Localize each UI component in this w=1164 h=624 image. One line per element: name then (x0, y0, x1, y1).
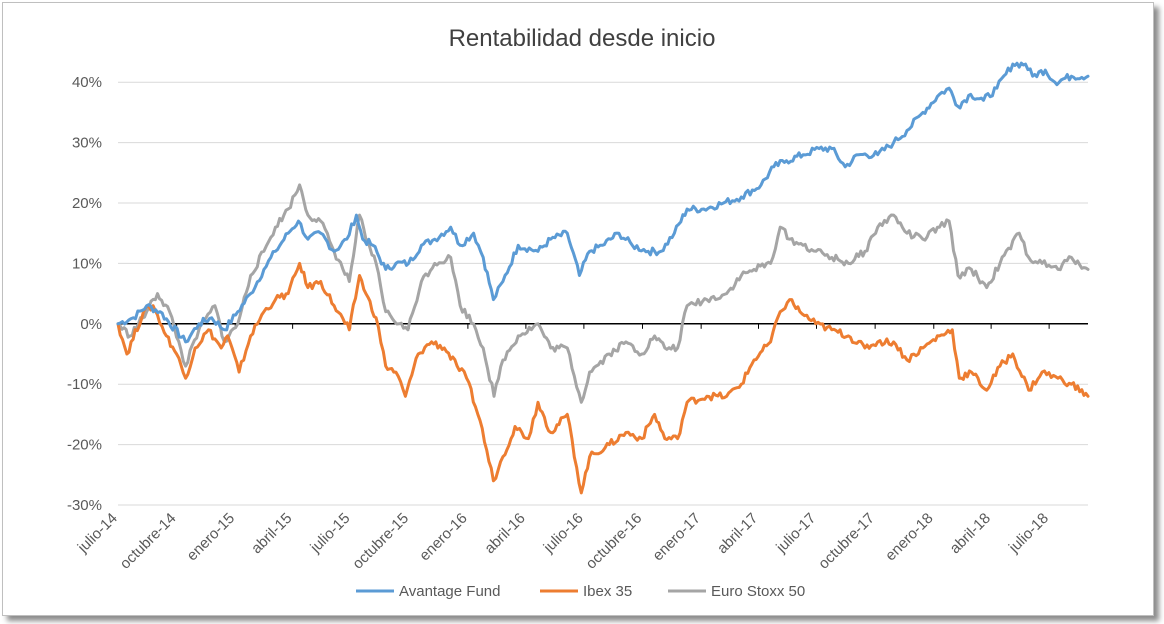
series-line-ibex-35 (116, 261, 1090, 495)
legend: Avantage Fund Ibex 35 Euro Stoxx 50 (356, 583, 805, 600)
x-tick-label: julio-17 (772, 510, 819, 557)
x-tick-label: octubre-16 (583, 510, 646, 573)
y-tick-label: 30% (72, 135, 102, 152)
legend-label: Euro Stoxx 50 (711, 583, 805, 600)
x-tick-label: enero-16 (416, 510, 470, 564)
x-tick-label: abril-16 (481, 510, 528, 557)
x-tick-label: octubre-14 (117, 510, 180, 573)
x-tick-label: abril-15 (248, 510, 295, 557)
y-tick-label: -20% (67, 437, 102, 454)
y-tick-label: 10% (72, 255, 102, 272)
legend-label: Ibex 35 (583, 583, 632, 600)
y-axis-tick-labels: 40% 30% 20% 10% 0% -10% -20% -30% (67, 74, 102, 514)
y-tick-label: 40% (72, 74, 102, 91)
series-line-euro-stoxx-50 (116, 183, 1090, 404)
x-tick-label: octubre-17 (815, 510, 878, 573)
x-tick-label: abril-18 (947, 510, 994, 557)
gridlines (118, 81, 1088, 506)
chart-title: Rentabilidad desde inicio (449, 25, 716, 52)
y-tick-label: -10% (67, 376, 102, 393)
y-tick-label: -30% (67, 497, 102, 514)
series-lines (116, 61, 1090, 495)
x-tick-label: enero-17 (649, 510, 703, 564)
x-axis (117, 323, 1088, 329)
series-line-avantage-fund (116, 61, 1090, 344)
x-tick-label: enero-18 (882, 510, 936, 564)
x-tick-label: julio-18 (1005, 510, 1052, 557)
y-tick-label: 20% (72, 195, 102, 212)
y-tick-label: 0% (80, 316, 102, 333)
x-tick-label: julio-16 (540, 510, 587, 557)
x-tick-label: julio-15 (307, 510, 354, 557)
x-tick-label: julio-14 (74, 510, 121, 557)
legend-label: Avantage Fund (399, 583, 500, 600)
x-tick-label: octubre-15 (349, 510, 412, 573)
x-tick-label: abril-17 (714, 510, 761, 557)
x-tick-label: enero-15 (184, 510, 238, 564)
